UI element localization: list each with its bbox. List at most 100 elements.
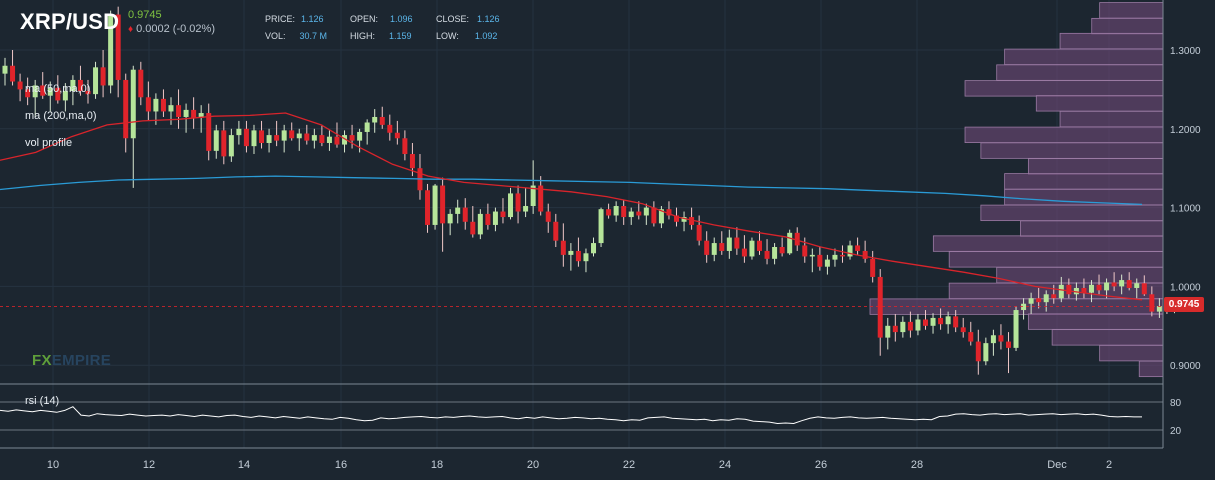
candle-up [772, 247, 778, 259]
candle-down [1096, 284, 1102, 291]
candle-down [968, 332, 974, 342]
candle-down [545, 211, 551, 222]
candle-up [1058, 284, 1064, 299]
candle-up [583, 253, 589, 262]
ma200-line [0, 175, 1143, 206]
x-tick-label: 24 [719, 459, 731, 471]
candle-up [153, 98, 159, 112]
volume-profile [869, 2, 1164, 378]
stat-open: OPEN: 1.096 [350, 14, 413, 24]
candle-down [462, 207, 468, 222]
candle-down [862, 250, 868, 259]
last-price: 0.9745 [128, 9, 162, 21]
rsi-tick-label: 80 [1170, 398, 1182, 409]
candle-up [1134, 283, 1140, 288]
candle-down [553, 221, 559, 241]
candle-down [998, 335, 1004, 342]
candle-down [560, 240, 566, 255]
candle-down [25, 89, 31, 98]
stat-close-label: CLOSE: [436, 14, 470, 24]
candle-up [1013, 310, 1019, 348]
candle-up [477, 213, 483, 235]
x-tick-label: 2 [1106, 459, 1112, 471]
candle-down [243, 128, 249, 147]
candle-up [236, 128, 242, 136]
candle-down [40, 85, 46, 96]
candle-up [1073, 287, 1079, 295]
volume-profile-bar [932, 235, 1164, 252]
indicator-ma50-label[interactable]: ma (50,ma,0) [25, 83, 91, 95]
indicator-vol-profile-label[interactable]: vol profile [25, 137, 73, 149]
candle-up [809, 254, 815, 257]
candle-up [342, 135, 348, 145]
candle-down [696, 224, 702, 241]
candle-up [47, 87, 53, 96]
candle-down [621, 206, 627, 218]
volume-profile-bar [964, 80, 1164, 97]
candle-up [357, 131, 363, 141]
candle-down [145, 97, 151, 112]
candle-up [311, 135, 317, 141]
candle-up [523, 206, 529, 212]
candle-down [485, 213, 491, 225]
x-tick-label: 14 [238, 459, 250, 471]
stat-vol-value: 30.7 M [299, 31, 328, 41]
candle-down [470, 221, 476, 235]
candle-up [749, 240, 755, 257]
candle-down [892, 325, 898, 333]
candle-up [598, 209, 604, 244]
candle-down [349, 135, 355, 141]
candle-up [1088, 284, 1094, 293]
candle-down [1066, 284, 1072, 295]
candle-up [930, 317, 936, 326]
candle-down [689, 217, 695, 225]
y-tick-label: 1.3000 [1170, 46, 1201, 57]
volume-profile-bar [1059, 110, 1164, 128]
candle-down [817, 254, 823, 267]
candle-down [779, 247, 785, 254]
candle-up [326, 136, 332, 143]
price-change: ♦ 0.0002 (-0.02%) [128, 23, 215, 35]
candle-up [945, 316, 951, 325]
candle-up [1104, 282, 1110, 291]
stat-price: PRICE: 1.126 [265, 14, 324, 24]
candle-up [1156, 306, 1162, 312]
indicator-ma200-label[interactable]: ma (200,ma,0) [25, 110, 97, 122]
volume-profile-bar [1004, 48, 1164, 65]
candle-up [108, 14, 114, 86]
candle-down [877, 276, 883, 338]
logo-empire: EMPIRE [51, 352, 112, 369]
candle-up [447, 213, 453, 224]
candle-down [85, 90, 91, 95]
candle-up [1021, 303, 1027, 311]
candle-up [2, 65, 8, 74]
volume-profile-bar [996, 64, 1164, 81]
candle-up [983, 343, 989, 362]
candle-down [515, 193, 521, 212]
y-tick-label: 1.1000 [1170, 204, 1201, 215]
candle-down [55, 87, 61, 101]
candle-down [764, 250, 770, 259]
candle-down [500, 211, 506, 218]
stat-vol: VOL: 30.7 M [265, 31, 327, 41]
candle-up [787, 232, 793, 254]
candle-up [281, 130, 287, 141]
candle-down [606, 209, 612, 216]
candle-down [123, 79, 129, 139]
candle-down [757, 240, 762, 251]
indicator-rsi-label[interactable]: rsi (14) [25, 395, 60, 407]
rsi-line [0, 406, 1142, 425]
logo-fx: FX [32, 352, 52, 369]
candle-down [10, 65, 16, 82]
stat-low-value: 1.092 [474, 31, 498, 41]
candle-down [160, 98, 166, 112]
candle-up [658, 209, 664, 224]
stat-low-label: LOW: [436, 31, 459, 41]
candle-up [296, 133, 302, 139]
stat-vol-label: VOL: [265, 31, 286, 41]
axes: 1.3000 1.2000 1.1000 1.0000 0.9000 10 12 14 16 18… [0, 0, 1201, 471]
volume-profile-bar [980, 142, 1164, 159]
candle-up [62, 90, 68, 101]
current-price-badge: 0.9745 [1164, 297, 1204, 312]
